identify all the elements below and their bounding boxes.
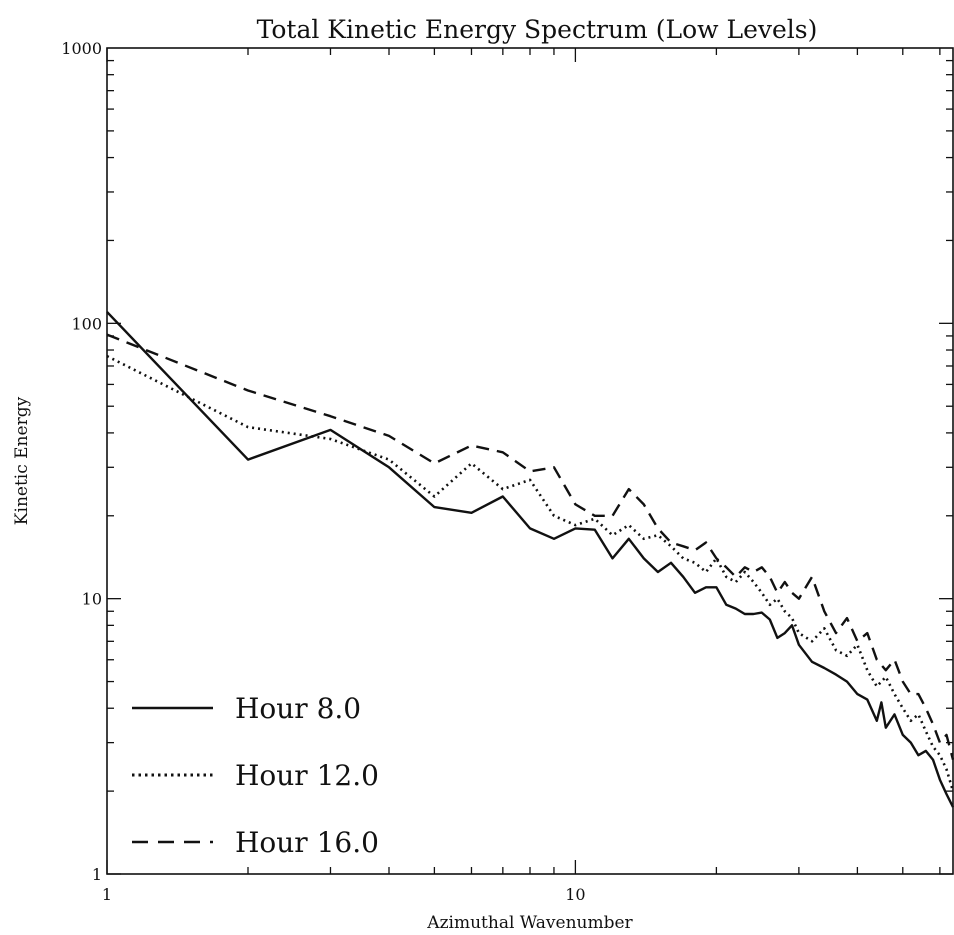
series-line-1 (106, 311, 954, 808)
chart-title: Total Kinetic Energy Spectrum (Low Level… (257, 15, 818, 44)
legend-label-3: Hour 16.0 (235, 826, 379, 859)
y-tick-label: 1000 (61, 39, 102, 58)
series-lines (106, 311, 954, 808)
series-line-3 (106, 333, 954, 761)
legend-label-1: Hour 8.0 (235, 692, 361, 725)
x-axis-label: Azimuthal Wavenumber (426, 913, 633, 933)
x-tick-label: 10 (565, 885, 585, 904)
legend-label-2: Hour 12.0 (235, 759, 379, 792)
axis-ticks (106, 48, 953, 875)
x-tick-label: 1 (102, 885, 112, 904)
y-tick-label: 100 (71, 314, 102, 333)
legend: Hour 8.0 Hour 12.0 Hour 16.0 (132, 692, 379, 859)
axis-tick-labels: 1 10 1 10 100 1000 (61, 39, 585, 904)
y-tick-label: 1 (92, 865, 102, 884)
series-line-2 (106, 354, 954, 792)
y-tick-label: 10 (82, 590, 102, 609)
plot-frame (106, 47, 954, 875)
y-axis-label: Kinetic Energy (12, 396, 32, 525)
